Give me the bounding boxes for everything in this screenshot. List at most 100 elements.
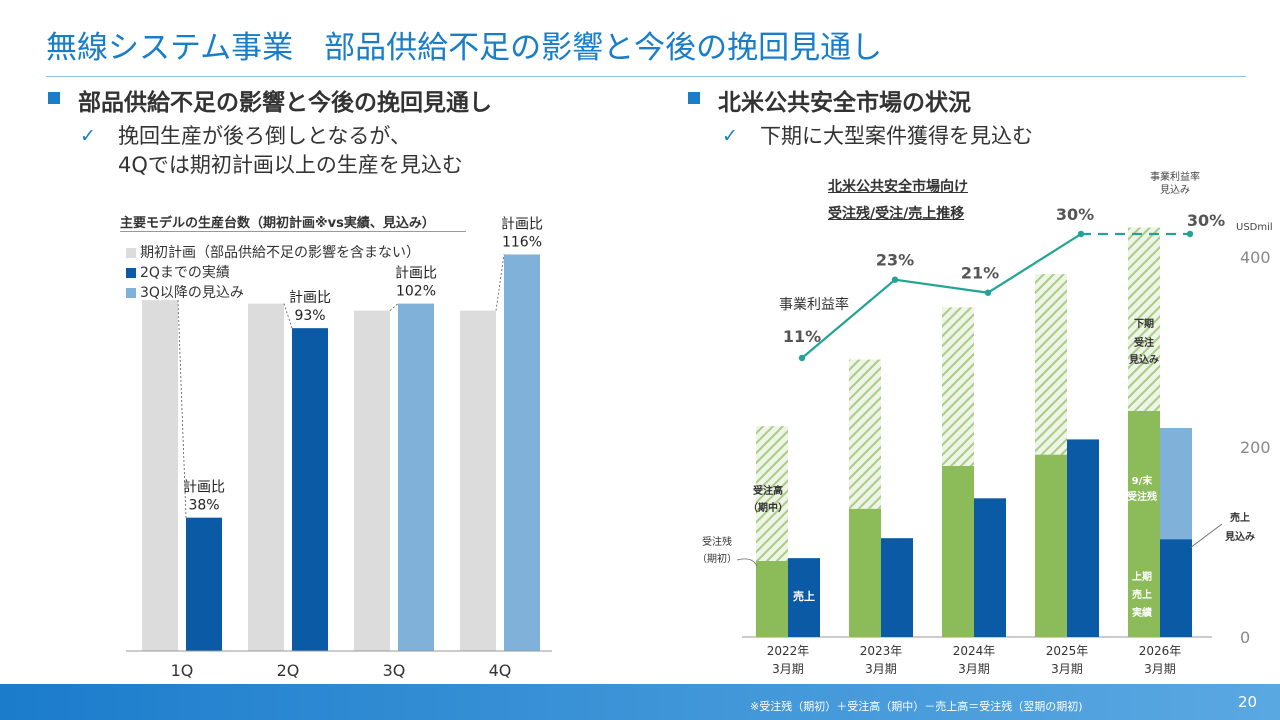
y-tick-0: 0 (1240, 628, 1250, 647)
production-chart-title-rule (120, 231, 466, 232)
x-tick-year-4: 2026年 (1139, 644, 1182, 658)
margin-point-1 (891, 276, 899, 283)
margin-segment-2 (987, 233, 1082, 294)
left-heading: 部品供給不足の影響と今後の挽回見通し (78, 90, 492, 116)
bar-backlog-2 (942, 466, 974, 637)
x-tick-year-3: 2025年 (1046, 644, 1089, 658)
unit-label: USDmil (1236, 222, 1273, 233)
margin-label-2: 21% (961, 264, 999, 283)
margin-forecast-note: 事業利益率 見込み (1150, 171, 1200, 197)
bar-sales-4 (1160, 539, 1192, 637)
legend-forecast-label: 3Q以降の見込み (140, 285, 244, 301)
x-tick-3Q: 3Q (383, 661, 406, 680)
bar-orders-3 (1035, 274, 1067, 455)
margin-label-0: 11% (783, 327, 821, 346)
margin-label-4: 30% (1187, 211, 1225, 230)
y-tick-200: 200 (1240, 438, 1271, 457)
sep-backlog-label-2: 受注残 (1127, 490, 1157, 503)
section-square-icon (48, 92, 60, 104)
bar-sales-0 (788, 558, 820, 637)
x-tick-period-2: 3月期 (958, 662, 990, 676)
x-tick-period-1: 3月期 (865, 662, 897, 676)
page-number: 20 (1238, 693, 1258, 711)
bar-orders-1 (849, 359, 881, 509)
legend-plan: 期初計画（部品供給不足の影響を含まない） (126, 242, 420, 262)
ratio-label-4Q: 計画比 (501, 216, 543, 232)
production-chart-title: 主要モデルの生産台数（期初計画※vs実績、見込み） (120, 216, 435, 231)
bar-orders-4 (1128, 227, 1160, 411)
legend-plan-label: 期初計画（部品供給不足の影響を含まない） (140, 245, 420, 261)
backlog-label-2: （期初） (697, 552, 737, 565)
h2-order-label-2: 受注 (1134, 336, 1154, 349)
x-tick-year-0: 2022年 (767, 644, 810, 658)
backlog-leader-line (736, 558, 758, 567)
bar-orders-0 (756, 426, 788, 561)
slide-title: 無線システム事業 部品供給不足の影響と今後の挽回見通し (46, 30, 883, 66)
bar-actual-1Q (186, 517, 222, 651)
h1-sales-label-2: 売上 (1132, 588, 1152, 601)
bar-sales-2 (974, 498, 1006, 637)
legend-actual: 2Qまでの実績 (126, 262, 230, 282)
ratio-value-3Q: 102% (396, 284, 436, 300)
h1-sales-label-1: 上期 (1132, 570, 1152, 583)
margin-segment-1 (894, 278, 989, 294)
bar-backlog-3 (1035, 454, 1067, 637)
x-tick-period-4: 3月期 (1144, 662, 1176, 676)
x-tick-period-3: 3月期 (1051, 662, 1083, 676)
sales-forecast-label-2: 見込み (1224, 530, 1255, 543)
x-tick-2Q: 2Q (277, 661, 300, 680)
h2-order-label-3: 見込み (1128, 353, 1159, 366)
x-tick-1Q: 1Q (171, 661, 194, 680)
order-label-2: （期中） (748, 501, 788, 514)
legend-swatch-actual (126, 268, 136, 278)
x-tick-year-2: 2024年 (953, 644, 996, 658)
y-tick-400: 400 (1240, 248, 1271, 267)
x-tick-year-1: 2023年 (860, 644, 903, 658)
sep-backlog-label-1: 9/末 (1132, 474, 1154, 487)
sales-forecast-label-1: 売上 (1230, 511, 1250, 524)
na-chart-title-line1: 北米公共安全市場向け (828, 179, 968, 195)
bar-backlog-1 (849, 508, 881, 637)
check-icon: ✓ (722, 125, 738, 147)
x-tick-4Q: 4Q (489, 661, 512, 680)
margin-segment-0 (801, 278, 896, 359)
margin-note-line2: 見込み (1160, 185, 1190, 196)
connector-4Q (495, 254, 505, 311)
bar-actual-2Q (292, 328, 328, 651)
ratio-label-3Q: 計画比 (395, 266, 437, 282)
margin-point-0 (798, 354, 806, 362)
footer-bar (0, 684, 1280, 720)
left-bullet-line1: 挽回生産が後ろ倒しとなるが、 (118, 124, 411, 148)
bar-forecast-4Q (504, 254, 540, 652)
right-heading: 北米公共安全市場の状況 (718, 90, 971, 116)
margin-point-3 (1077, 230, 1085, 238)
bar-sales-1 (881, 538, 913, 637)
bar-sales-3 (1067, 439, 1099, 637)
margin-point-2 (984, 289, 992, 296)
margin-line-label: 事業利益率 (779, 296, 849, 313)
bar-backlog-4 (1128, 410, 1160, 637)
bar-plan-2Q (248, 303, 284, 651)
ratio-label-1Q: 計画比 (183, 480, 225, 496)
bar-backlog-0 (756, 561, 788, 637)
check-icon: ✓ (80, 125, 96, 147)
connector-3Q (389, 303, 399, 311)
sales-forecast-leader-line (1189, 523, 1223, 549)
backlog-label-1: 受注残 (702, 535, 732, 548)
connector-1Q (177, 300, 187, 518)
x-tick-period-0: 3月期 (772, 662, 804, 676)
h1-sales-label-3: 実績 (1132, 606, 1152, 619)
right-bullet: 下期に大型案件獲得を見込む (760, 124, 1033, 148)
margin-note-line1: 事業利益率 (1150, 172, 1200, 183)
section-square-icon (688, 92, 700, 104)
na-chart-title-line2: 受注残/受注/売上推移 (828, 206, 965, 222)
title-divider (46, 76, 1246, 77)
margin-point-4 (1186, 230, 1194, 238)
sales-label: 売上 (793, 589, 815, 603)
bar-plan-3Q (354, 310, 390, 651)
bar-plan-4Q (460, 310, 496, 651)
bar-orders-2 (942, 307, 974, 466)
connector-2Q (283, 303, 293, 329)
ratio-value-4Q: 116% (502, 234, 542, 250)
ratio-value-2Q: 93% (294, 308, 325, 324)
